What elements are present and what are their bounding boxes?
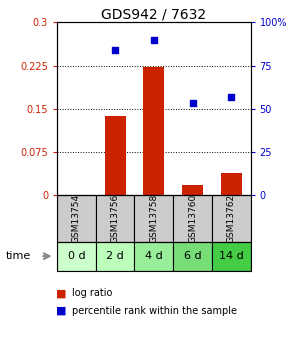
Bar <box>212 195 251 242</box>
Text: 2 d: 2 d <box>106 251 124 261</box>
Bar <box>57 241 96 271</box>
Text: 0 d: 0 d <box>68 251 85 261</box>
Bar <box>134 241 173 271</box>
Text: GSM13756: GSM13756 <box>111 194 120 243</box>
Title: GDS942 / 7632: GDS942 / 7632 <box>101 7 206 21</box>
Text: time: time <box>6 251 31 261</box>
Text: 6 d: 6 d <box>184 251 201 261</box>
Bar <box>173 241 212 271</box>
Text: ■: ■ <box>56 288 66 298</box>
Bar <box>182 185 203 195</box>
Point <box>113 47 117 53</box>
Text: 4 d: 4 d <box>145 251 163 261</box>
Bar <box>96 195 134 242</box>
Bar <box>134 195 173 242</box>
Text: log ratio: log ratio <box>72 288 112 298</box>
Point <box>190 101 195 106</box>
Bar <box>221 173 242 195</box>
Text: percentile rank within the sample: percentile rank within the sample <box>72 306 237 315</box>
Bar <box>143 67 164 195</box>
Text: GSM13760: GSM13760 <box>188 194 197 243</box>
Bar <box>96 241 134 271</box>
Bar <box>105 116 126 195</box>
Text: GSM13754: GSM13754 <box>72 194 81 243</box>
Bar <box>57 195 96 242</box>
Text: ■: ■ <box>56 306 66 315</box>
Point <box>151 37 156 42</box>
Point <box>229 94 234 99</box>
Bar <box>173 195 212 242</box>
Text: GSM13762: GSM13762 <box>227 194 236 243</box>
Text: 14 d: 14 d <box>219 251 243 261</box>
Text: GSM13758: GSM13758 <box>149 194 158 243</box>
Bar <box>212 241 251 271</box>
